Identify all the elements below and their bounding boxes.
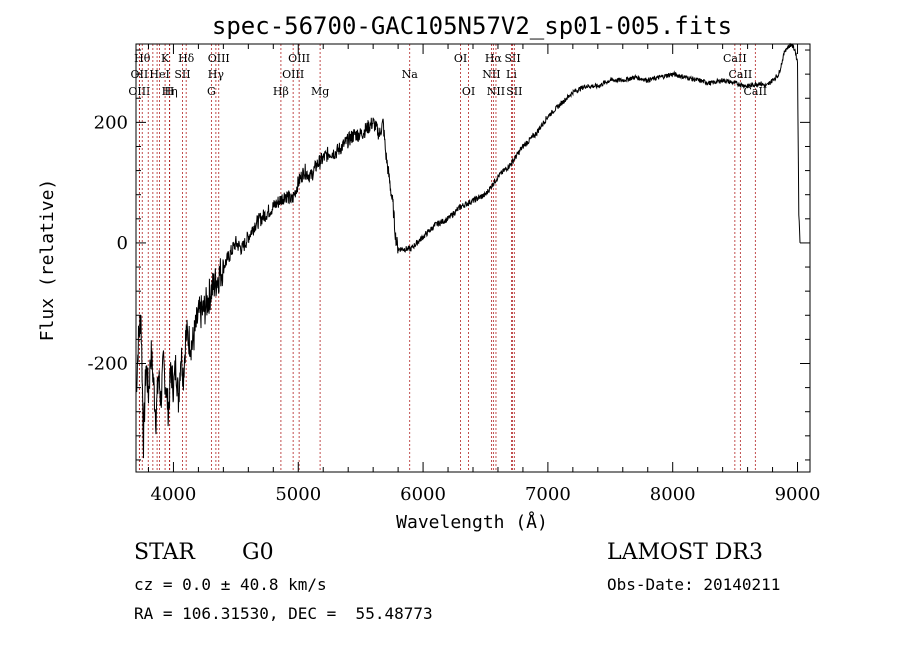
axis-ticks: 4000 5000 6000 7000 8000 9000 -200 0 200 bbox=[88, 44, 821, 505]
object-subclass: G0 bbox=[242, 540, 274, 565]
spectral-line-label: NII bbox=[482, 68, 500, 81]
x-tick-label: 9000 bbox=[775, 484, 821, 505]
spectral-lines-layer: HθOIIOIIIHeIKHηHSIIHδGHγOIIIHβOIIIOIIIMg… bbox=[128, 44, 767, 472]
redshift-cz: cz = 0.0 ± 40.8 km/s bbox=[134, 575, 327, 594]
spectral-line-label: Hα bbox=[485, 52, 503, 65]
spectral-line-label: HeI bbox=[149, 68, 169, 81]
spectral-line-label: G bbox=[207, 85, 216, 98]
spectral-line-label: Hδ bbox=[178, 52, 195, 65]
spectral-line-label: OIII bbox=[128, 85, 150, 98]
spectral-line-label: OIII bbox=[282, 68, 304, 81]
spectral-line-label: Hβ bbox=[273, 85, 289, 98]
spectral-line-label: SII bbox=[504, 52, 520, 65]
spectral-line-label: OIII bbox=[208, 52, 230, 65]
spectral-line-label: OIII bbox=[288, 52, 310, 65]
x-tick-label: 7000 bbox=[525, 484, 571, 505]
spectral-line-label: K bbox=[161, 52, 170, 65]
y-tick-label: 200 bbox=[94, 112, 128, 133]
object-class: STAR bbox=[134, 540, 195, 565]
spectral-line-label: OI bbox=[462, 85, 475, 98]
spectral-line-label: NII bbox=[487, 85, 505, 98]
spectral-line-label: Na bbox=[402, 68, 419, 81]
spectral-line-label: SII bbox=[174, 68, 190, 81]
spectral-line-label: SII bbox=[506, 85, 522, 98]
spectral-line-label: CaII bbox=[743, 85, 767, 98]
spectral-line-label: H bbox=[165, 85, 175, 98]
coordinates: RA = 106.31530, DEC = 55.48773 bbox=[134, 604, 433, 623]
x-tick-label: 8000 bbox=[650, 484, 696, 505]
plot-frame bbox=[135, 43, 811, 473]
spectral-line-label: Hγ bbox=[208, 68, 225, 81]
x-tick-label: 4000 bbox=[151, 484, 197, 505]
spectral-line-label: CaII bbox=[723, 52, 747, 65]
spectral-line-label: Hθ bbox=[134, 52, 151, 65]
observation-date: Obs-Date: 20140211 bbox=[607, 575, 781, 594]
x-axis-label: Wavelength (Å) bbox=[396, 511, 548, 533]
y-tick-label: 0 bbox=[117, 233, 128, 254]
spectral-line-label: Hη bbox=[162, 85, 178, 98]
y-axis-label: Flux (relative) bbox=[37, 179, 58, 342]
y-tick-label: -200 bbox=[88, 353, 128, 374]
spectrum-line bbox=[135, 42, 801, 459]
x-tick-label: 5000 bbox=[275, 484, 321, 505]
spectral-line-label: OI bbox=[454, 52, 467, 65]
spectral-line-label: Li bbox=[506, 68, 517, 81]
chart-title: spec-56700-GAC105N57V2_sp01-005.fits bbox=[212, 12, 732, 40]
spectral-line-label: Mg bbox=[311, 85, 329, 98]
survey-name: LAMOST DR3 bbox=[607, 540, 763, 565]
x-tick-label: 6000 bbox=[400, 484, 446, 505]
spectral-line-label: CaII bbox=[729, 68, 753, 81]
